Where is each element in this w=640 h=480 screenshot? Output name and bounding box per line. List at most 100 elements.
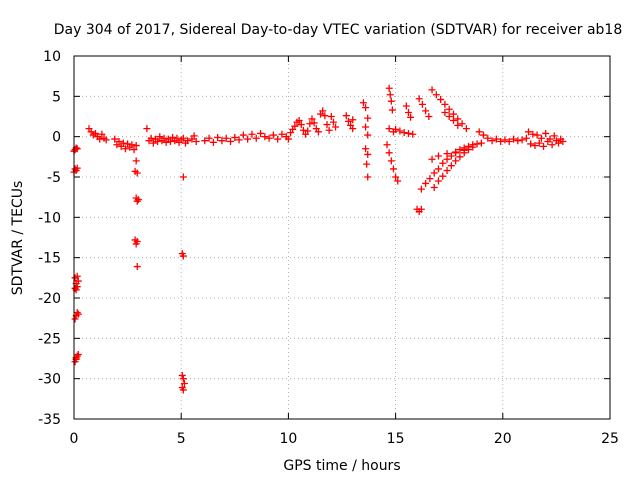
data-point <box>74 310 82 318</box>
data-point <box>488 137 496 145</box>
data-point <box>73 164 81 172</box>
data-point <box>555 139 563 147</box>
x-tick-label: 25 <box>601 431 619 447</box>
data-point <box>362 145 370 153</box>
y-tick-label: -10 <box>38 210 61 226</box>
grid <box>74 56 610 419</box>
data-point <box>404 108 412 116</box>
data-point <box>473 140 481 148</box>
data-point <box>501 136 509 144</box>
y-axis-label: SDTVAR / TECUs <box>10 181 26 296</box>
axis-ticks <box>73 55 611 420</box>
data-point <box>190 132 198 140</box>
data-point <box>426 175 434 183</box>
data-point <box>537 134 545 142</box>
y-tick-label: -5 <box>47 170 61 186</box>
data-point <box>542 129 550 137</box>
data-point <box>454 121 462 129</box>
y-tick-label: -30 <box>38 372 61 388</box>
data-point <box>115 138 123 146</box>
data-point <box>244 135 252 143</box>
data-point <box>231 133 239 141</box>
data-point <box>201 137 209 145</box>
data-point <box>396 127 404 135</box>
data-point <box>284 135 292 143</box>
data-point <box>248 130 256 138</box>
data-point <box>132 142 140 150</box>
data-point <box>325 126 333 134</box>
y-tick-label: -35 <box>38 412 61 428</box>
data-point <box>385 125 393 133</box>
data-point <box>456 146 464 154</box>
data-point <box>252 134 260 142</box>
data-point <box>329 118 337 126</box>
data-point <box>310 119 318 127</box>
data-point <box>407 113 415 121</box>
data-point <box>434 152 442 160</box>
data-point <box>278 130 286 138</box>
data-point <box>535 139 543 147</box>
data-point <box>297 121 305 129</box>
data-point <box>452 148 460 156</box>
data-point <box>132 157 140 165</box>
data-point <box>102 136 110 144</box>
data-point <box>492 135 500 143</box>
data-point <box>147 134 155 142</box>
data-point <box>387 97 395 105</box>
data-point <box>443 167 451 175</box>
data-point <box>192 138 200 146</box>
data-point <box>304 127 312 135</box>
data-point <box>73 145 81 153</box>
data-point <box>363 160 371 168</box>
data-point <box>74 277 82 285</box>
data-point <box>425 113 433 120</box>
data-point <box>111 135 119 143</box>
y-tick-labels: 10 5 0 -5 -10 -15 -20 -25 -30 -35 <box>38 49 61 428</box>
data-point <box>460 146 468 154</box>
data-point <box>239 131 247 139</box>
data-point <box>222 134 230 142</box>
data-point <box>184 137 192 145</box>
data-point <box>180 380 188 388</box>
data-point <box>415 95 423 103</box>
data-point <box>449 117 457 125</box>
data-point <box>364 131 372 139</box>
data-point <box>527 140 535 148</box>
data-point <box>447 152 455 160</box>
data-point <box>156 133 164 141</box>
data-point <box>349 125 357 133</box>
data-point <box>418 100 426 108</box>
data-point <box>73 309 81 317</box>
data-point <box>344 117 352 125</box>
data-point <box>514 137 522 145</box>
x-tick-label: 10 <box>279 431 297 447</box>
data-point <box>417 205 425 213</box>
data-point <box>383 141 391 149</box>
data-point <box>160 134 168 142</box>
data-point <box>349 116 357 124</box>
data-point <box>464 146 472 154</box>
data-point <box>449 110 457 118</box>
data-point <box>295 117 303 125</box>
data-point <box>550 132 558 140</box>
data-points <box>70 84 567 394</box>
data-point <box>422 179 430 187</box>
data-point <box>388 106 396 114</box>
data-point <box>505 138 513 146</box>
data-point <box>439 159 447 167</box>
data-point <box>443 150 451 158</box>
data-point <box>518 136 526 144</box>
data-point <box>432 91 440 99</box>
x-tick-label: 0 <box>70 431 79 447</box>
data-point <box>447 162 455 170</box>
data-point <box>434 177 442 185</box>
data-point <box>546 135 554 143</box>
data-point <box>257 129 265 137</box>
x-tick-label: 20 <box>494 431 512 447</box>
data-point <box>402 102 410 110</box>
data-point <box>154 138 162 146</box>
data-point <box>422 107 430 115</box>
data-point <box>319 107 327 115</box>
data-point <box>119 139 127 147</box>
data-point <box>441 108 449 116</box>
